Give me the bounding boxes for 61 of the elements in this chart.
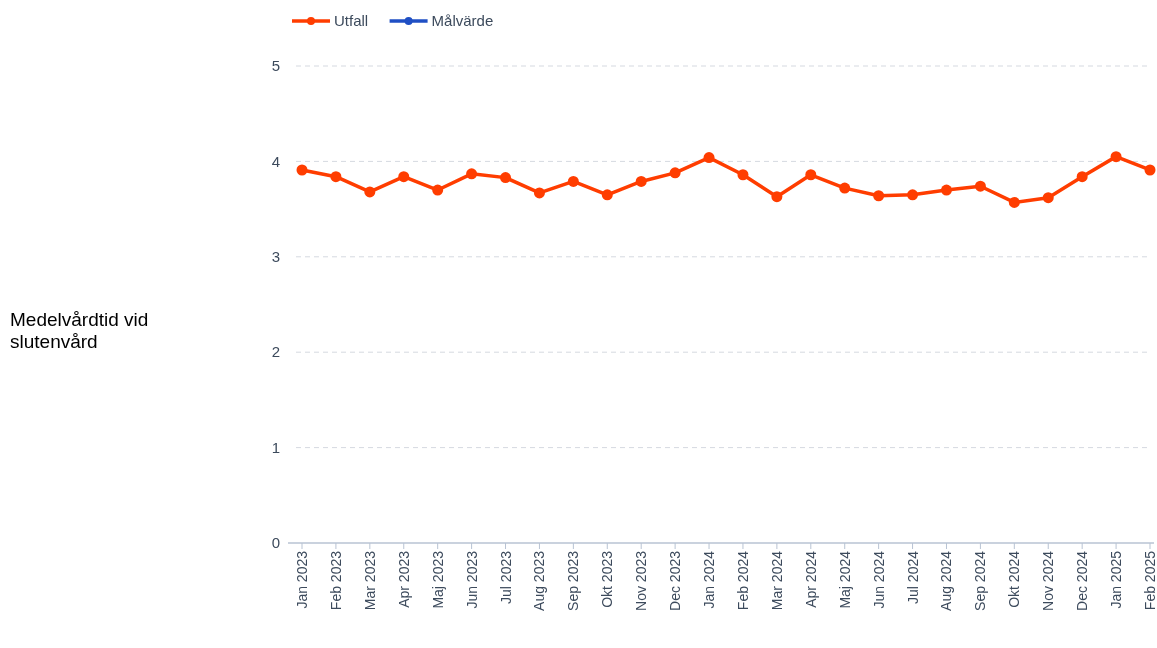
x-tick-label: Mar 2024 [768, 550, 785, 611]
x-tick-label: Feb 2024 [734, 550, 751, 611]
point [1008, 196, 1020, 208]
point [873, 190, 885, 202]
legend-label: Utfall [334, 12, 369, 30]
y-tick-label: 5 [271, 57, 280, 75]
point [907, 189, 919, 201]
point [601, 189, 613, 201]
x-tick-label: Apr 2023 [395, 550, 412, 608]
x-tick-label: Feb 2023 [327, 550, 344, 611]
x-tick-label: Jan 2023 [294, 550, 310, 609]
point [296, 164, 308, 176]
x-tick-label: Jan 2025 [1108, 550, 1125, 609]
x-tick-label: Dec 2023 [667, 550, 684, 611]
x-tick-label: Okt 2024 [1006, 550, 1023, 608]
point [567, 175, 579, 187]
point [533, 187, 545, 199]
point [398, 171, 410, 183]
x-tick-label: Jul 2023 [497, 550, 514, 604]
point [940, 184, 952, 196]
x-tick-label: Mar 2023 [361, 550, 378, 611]
x-tick-label: Maj 2024 [836, 550, 853, 609]
x-tick-label: Feb 2025 [1142, 550, 1157, 611]
text: Medelvårdtid vid slutenvård [10, 309, 149, 352]
point [839, 182, 851, 194]
x-tick-label: Jul 2024 [904, 550, 921, 604]
x-tick-label: Jan 2024 [701, 550, 718, 609]
point [669, 167, 681, 179]
point [330, 171, 342, 183]
point [635, 175, 647, 187]
point [364, 186, 376, 198]
y-tick-label: 3 [271, 248, 280, 266]
x-tick-label: Okt 2023 [599, 550, 616, 608]
y-tick-label: 0 [271, 534, 280, 552]
point [737, 169, 749, 181]
point [1110, 151, 1122, 163]
point [703, 152, 715, 164]
x-tick-label: Aug 2023 [531, 550, 548, 611]
y-tick-label: 1 [271, 438, 280, 456]
x-tick-label: Maj 2023 [429, 550, 446, 609]
point [432, 184, 444, 196]
point [466, 168, 478, 180]
y-tick-label: 4 [271, 152, 280, 170]
x-tick-label: Apr 2024 [802, 550, 819, 608]
point [805, 169, 817, 181]
x-tick-label: Jun 2023 [463, 550, 480, 609]
x-tick-label: Sep 2024 [972, 550, 989, 611]
point [1076, 171, 1088, 183]
x-tick-label: Nov 2023 [633, 550, 650, 611]
point [1144, 164, 1156, 176]
x-tick-label: Sep 2023 [565, 550, 582, 611]
y-tick-label: 2 [271, 343, 280, 361]
x-tick-label: Jun 2024 [870, 550, 887, 609]
point [1042, 192, 1054, 204]
x-tick-label: Nov 2024 [1040, 550, 1057, 611]
point [771, 191, 783, 203]
x-tick-label: Dec 2024 [1074, 550, 1091, 611]
legend-label: Målvärde [431, 12, 494, 30]
point [500, 172, 512, 184]
x-tick-label: Aug 2024 [938, 550, 955, 611]
point [974, 180, 986, 192]
